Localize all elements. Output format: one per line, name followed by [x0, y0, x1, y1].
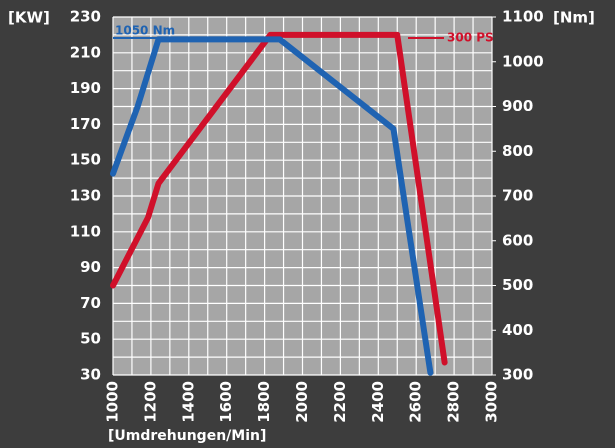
y2-axis-label: [Nm] [553, 9, 595, 27]
series-label: 300 PS [447, 31, 494, 45]
x-tick-label: 2800 [445, 381, 463, 423]
y-tick-label: 30 [80, 366, 101, 384]
x-tick-label: 2000 [293, 381, 311, 423]
y2-tick-label: 600 [502, 231, 533, 249]
y-tick-label: 150 [70, 151, 101, 169]
x-tick-label: 2600 [407, 381, 425, 423]
y2-tick-label: 1100 [502, 8, 544, 26]
y-axis-label: [KW] [8, 9, 50, 27]
series-line [110, 36, 434, 376]
y2-tick-label: 300 [502, 366, 533, 384]
y2-tick-label: 400 [502, 321, 533, 339]
x-tick-label: 2200 [331, 381, 349, 423]
y-tick-label: 70 [80, 294, 101, 312]
y-tick-label: 170 [70, 115, 101, 133]
y-tick-label: 50 [80, 330, 101, 348]
y-tick-label: 210 [70, 43, 101, 61]
y2-tick-label: 700 [502, 187, 533, 205]
y-tick-label: 110 [70, 222, 101, 240]
y2-tick-label: 500 [502, 276, 533, 294]
x-axis-label: [Umdrehungen/Min] [108, 428, 266, 444]
y2-tick-label: 900 [502, 97, 533, 115]
y-tick-label: 130 [70, 187, 101, 205]
y2-tick-label: 1000 [502, 52, 544, 70]
x-tick-label: 2400 [369, 381, 387, 423]
x-tick-label: 1800 [255, 381, 273, 423]
series-label: 1050 Nm [115, 24, 175, 38]
series-line [110, 31, 448, 366]
y2-tick-label: 800 [502, 142, 533, 160]
x-tick-label: 1000 [104, 381, 122, 423]
y-tick-label: 230 [70, 8, 101, 26]
x-tick-label: 3000 [483, 381, 501, 423]
x-tick-label: 1600 [217, 381, 235, 423]
y-tick-label: 90 [80, 258, 101, 276]
x-tick-label: 1400 [179, 381, 197, 423]
y-tick-label: 190 [70, 79, 101, 97]
x-tick-label: 1200 [141, 381, 159, 423]
